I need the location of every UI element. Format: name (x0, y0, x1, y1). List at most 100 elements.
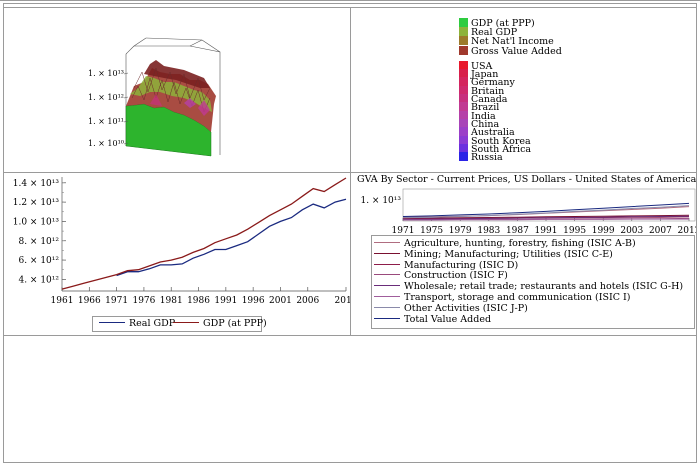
legend-label: GDP (at PPP) (471, 18, 535, 29)
legend-label: USA (471, 60, 493, 72)
x-tick-label: 1961 (51, 296, 74, 306)
3d-ytick: 1. × 10¹³ (88, 69, 124, 78)
gva-x-tick-label: 1975 (420, 226, 443, 236)
3d-yaxis-ticks: 1. × 10¹³ 1. × 10¹² 1. × 10¹¹ 1. × 10¹⁰ (88, 69, 124, 148)
legend-label: Germany (471, 77, 515, 89)
legend-entry-metric: GDP (at PPP) (459, 18, 535, 29)
legend-swatch (459, 94, 468, 103)
panel-gva-chart: GVA By Sector - Current Prices, US Dolla… (350, 172, 697, 336)
legend-swatch (459, 143, 468, 153)
gva-series-line (403, 218, 689, 221)
3d-ytick: 1. × 10¹¹ (88, 117, 124, 126)
gva-legend-entry: Manufacturing (ISIC D) (374, 259, 519, 271)
legend-line-swatch (374, 296, 400, 297)
gva-series-line (402, 214, 690, 219)
x-tick-label: 1966 (78, 296, 101, 306)
gva-x-tick-label: 2007 (649, 226, 672, 236)
legend-swatch (459, 102, 468, 112)
y-tick-label: 1.2 × 10¹³ (13, 198, 60, 208)
gva-x-tick-label: 1987 (506, 226, 529, 236)
legend-label: Net Nat'l Income (471, 36, 554, 48)
gva-series-line (402, 205, 690, 219)
y-tick-label: 4. × 10¹² (18, 275, 59, 285)
legend-label: Real GDP (471, 27, 518, 39)
legend-line-swatch (374, 317, 400, 319)
legend-entry-country: Germany (459, 77, 515, 88)
gva-x-tick-label: 1999 (592, 226, 615, 236)
gva-x-tick-label: 2012 (678, 226, 697, 236)
series-line-real-gdp (116, 198, 347, 277)
legend-label: Mining; Manufacturing; Utilities (ISIC C… (404, 248, 613, 260)
legend-swatch (459, 36, 468, 46)
legend-swatch (459, 152, 468, 162)
legend-label: Manufacturing (ISIC D) (404, 259, 519, 271)
x-tick-label: 1981 (160, 296, 183, 306)
series-line-gdp-ppp (61, 177, 347, 290)
legend-label: Brazil (471, 102, 500, 114)
gva-series-line (402, 215, 690, 220)
gdp-line-chart[interactable]: 4. × 10¹² 6. × 10¹² 8. × 10¹² 1.0 × 10¹³ 1.2… (4, 173, 350, 335)
legend-line-swatch (374, 263, 400, 265)
legend-swatch (459, 135, 468, 145)
gva-x-tick-label: 1995 (563, 226, 586, 236)
panel-3d-legend: GDP (at PPP) Real GDP Net Nat'l Income Gros… (350, 7, 697, 173)
gva-legend-entry: Other Activities (ISIC J-P) (374, 302, 528, 314)
legend-swatch (459, 77, 468, 87)
legend-label: Total Value Added (404, 313, 492, 325)
legend-label: Australia (471, 127, 515, 139)
legend-line-swatch (374, 242, 400, 243)
legend-entry-metric: Real GDP (459, 27, 517, 38)
legend-label: Other Activities (ISIC J-P) (404, 302, 528, 314)
x-tick-label: 1991 (214, 296, 237, 306)
legend-label: Construction (ISIC F) (404, 270, 508, 282)
gva-legend-entry: Transport, storage and communication (IS… (374, 293, 630, 303)
gva-x-tick-label: 1971 (392, 226, 415, 236)
legend-label: Britain (471, 85, 505, 97)
legend-swatch (459, 85, 468, 95)
3d-surface-chart[interactable]: 1. × 10¹³ 1. × 10¹² 1. × 10¹¹ 1. × 10¹⁰ (4, 8, 350, 172)
legend-line-swatch (374, 274, 400, 276)
legend-line-swatch (374, 285, 400, 287)
gva-legend-entry: Construction (ISIC F) (374, 271, 508, 281)
legend-swatch (459, 127, 468, 137)
legend-entry-country: Canada (459, 94, 507, 105)
legend-entry-country: Australia (459, 127, 515, 138)
3d-ytick: 1. × 10¹⁰ (88, 139, 124, 148)
gva-legend-entry: Total Value Added (374, 313, 492, 325)
legend-swatch (459, 69, 468, 79)
gva-chart-legend: Agriculture, hunting, forestry, fishing … (371, 235, 695, 329)
legend-entry-country: India (459, 110, 496, 122)
legend-label: South Africa (471, 143, 532, 155)
legend-entry-gdp-ppp: GDP (at PPP) (173, 319, 267, 329)
legend-label: South Korea (471, 135, 531, 147)
x-tick-label: 2006 (296, 296, 319, 306)
gva-x-tick-label: 1983 (477, 226, 500, 236)
y-tick-label: 1.4 × 10¹³ (13, 179, 60, 189)
legend-label: Wholesale; retail trade; restaurants and… (404, 281, 684, 293)
legend-entry-country: South Africa (459, 143, 532, 155)
legend-swatch (459, 110, 468, 120)
x-tick-label: 1976 (132, 296, 155, 306)
legend-entry-country: Russia (459, 152, 503, 163)
legend-swatch (459, 18, 468, 27)
legend-entry-metric: Net Nat'l Income (459, 36, 554, 47)
3d-legend: GDP (at PPP) Real GDP Net Nat'l Income Gros… (459, 18, 659, 170)
x-tick-label: 1996 (242, 296, 265, 306)
legend-swatch (459, 45, 468, 55)
gva-line-chart[interactable]: 1. × 10¹³ 1971 1975 1979 1983 1987 1991 1995 199… (351, 185, 697, 241)
legend-label: Russia (471, 152, 503, 164)
legend-label: Gross Value Added (471, 45, 562, 57)
panel-gdp-chart: 4. × 10¹² 6. × 10¹² 8. × 10¹² 1.0 × 10¹³ 1.2… (3, 172, 351, 336)
legend-swatch (459, 27, 468, 37)
legend-label: China (471, 118, 500, 130)
legend-entry-country: Brazil (459, 102, 499, 113)
legend-entry-country: Japan (459, 69, 498, 80)
legend-label: Agriculture, hunting, forestry, fishing … (404, 238, 636, 249)
legend-entry-real-gdp: Real GDP (99, 319, 175, 329)
legend-line-swatch (374, 306, 400, 308)
3d-ytick: 1. × 10¹² (88, 93, 124, 102)
legend-entry-country: Britain (459, 85, 505, 97)
y-tick-label: 1.0 × 10¹³ (13, 217, 60, 227)
legend-swatch (459, 60, 468, 70)
x-tick-label: 1971 (105, 296, 128, 306)
